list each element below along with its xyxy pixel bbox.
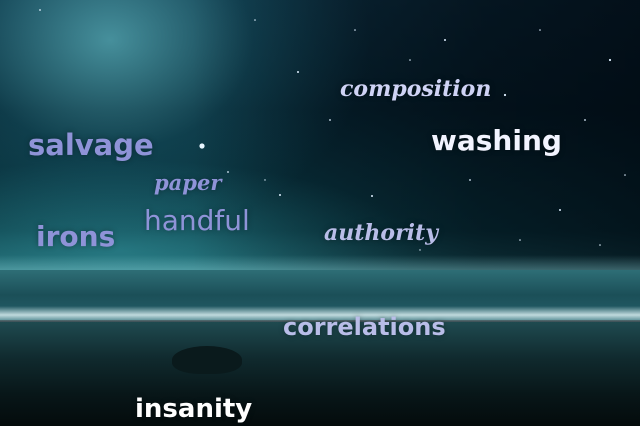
word-handful: handful <box>144 204 250 237</box>
star <box>297 71 299 73</box>
star <box>354 29 356 31</box>
star <box>469 179 471 181</box>
star <box>624 174 626 176</box>
star <box>599 244 601 246</box>
star-field <box>39 9 626 251</box>
word-paper: paper <box>154 170 222 195</box>
star <box>227 171 229 173</box>
star <box>39 9 41 11</box>
star <box>584 119 586 121</box>
word-composition: composition <box>340 76 492 102</box>
beach-sand <box>0 322 640 426</box>
star <box>329 119 331 121</box>
bright-star <box>199 143 205 149</box>
beach-rock <box>172 346 242 374</box>
star <box>444 39 446 41</box>
star <box>371 195 373 197</box>
star <box>264 179 266 181</box>
star <box>539 29 541 31</box>
star <box>503 93 507 97</box>
night-sky <box>0 0 640 272</box>
star <box>409 59 411 61</box>
word-authority: authority <box>324 220 438 246</box>
star <box>519 239 521 241</box>
word-irons: irons <box>36 220 116 253</box>
star <box>254 19 256 21</box>
star <box>279 194 281 196</box>
word-salvage: salvage <box>28 128 154 162</box>
word-insanity: insanity <box>135 394 253 424</box>
word-washing: washing <box>431 124 562 157</box>
star <box>559 209 561 211</box>
surf-foam <box>0 306 640 326</box>
star <box>419 249 421 251</box>
star <box>608 58 612 62</box>
word-correlations: correlations <box>283 313 446 341</box>
